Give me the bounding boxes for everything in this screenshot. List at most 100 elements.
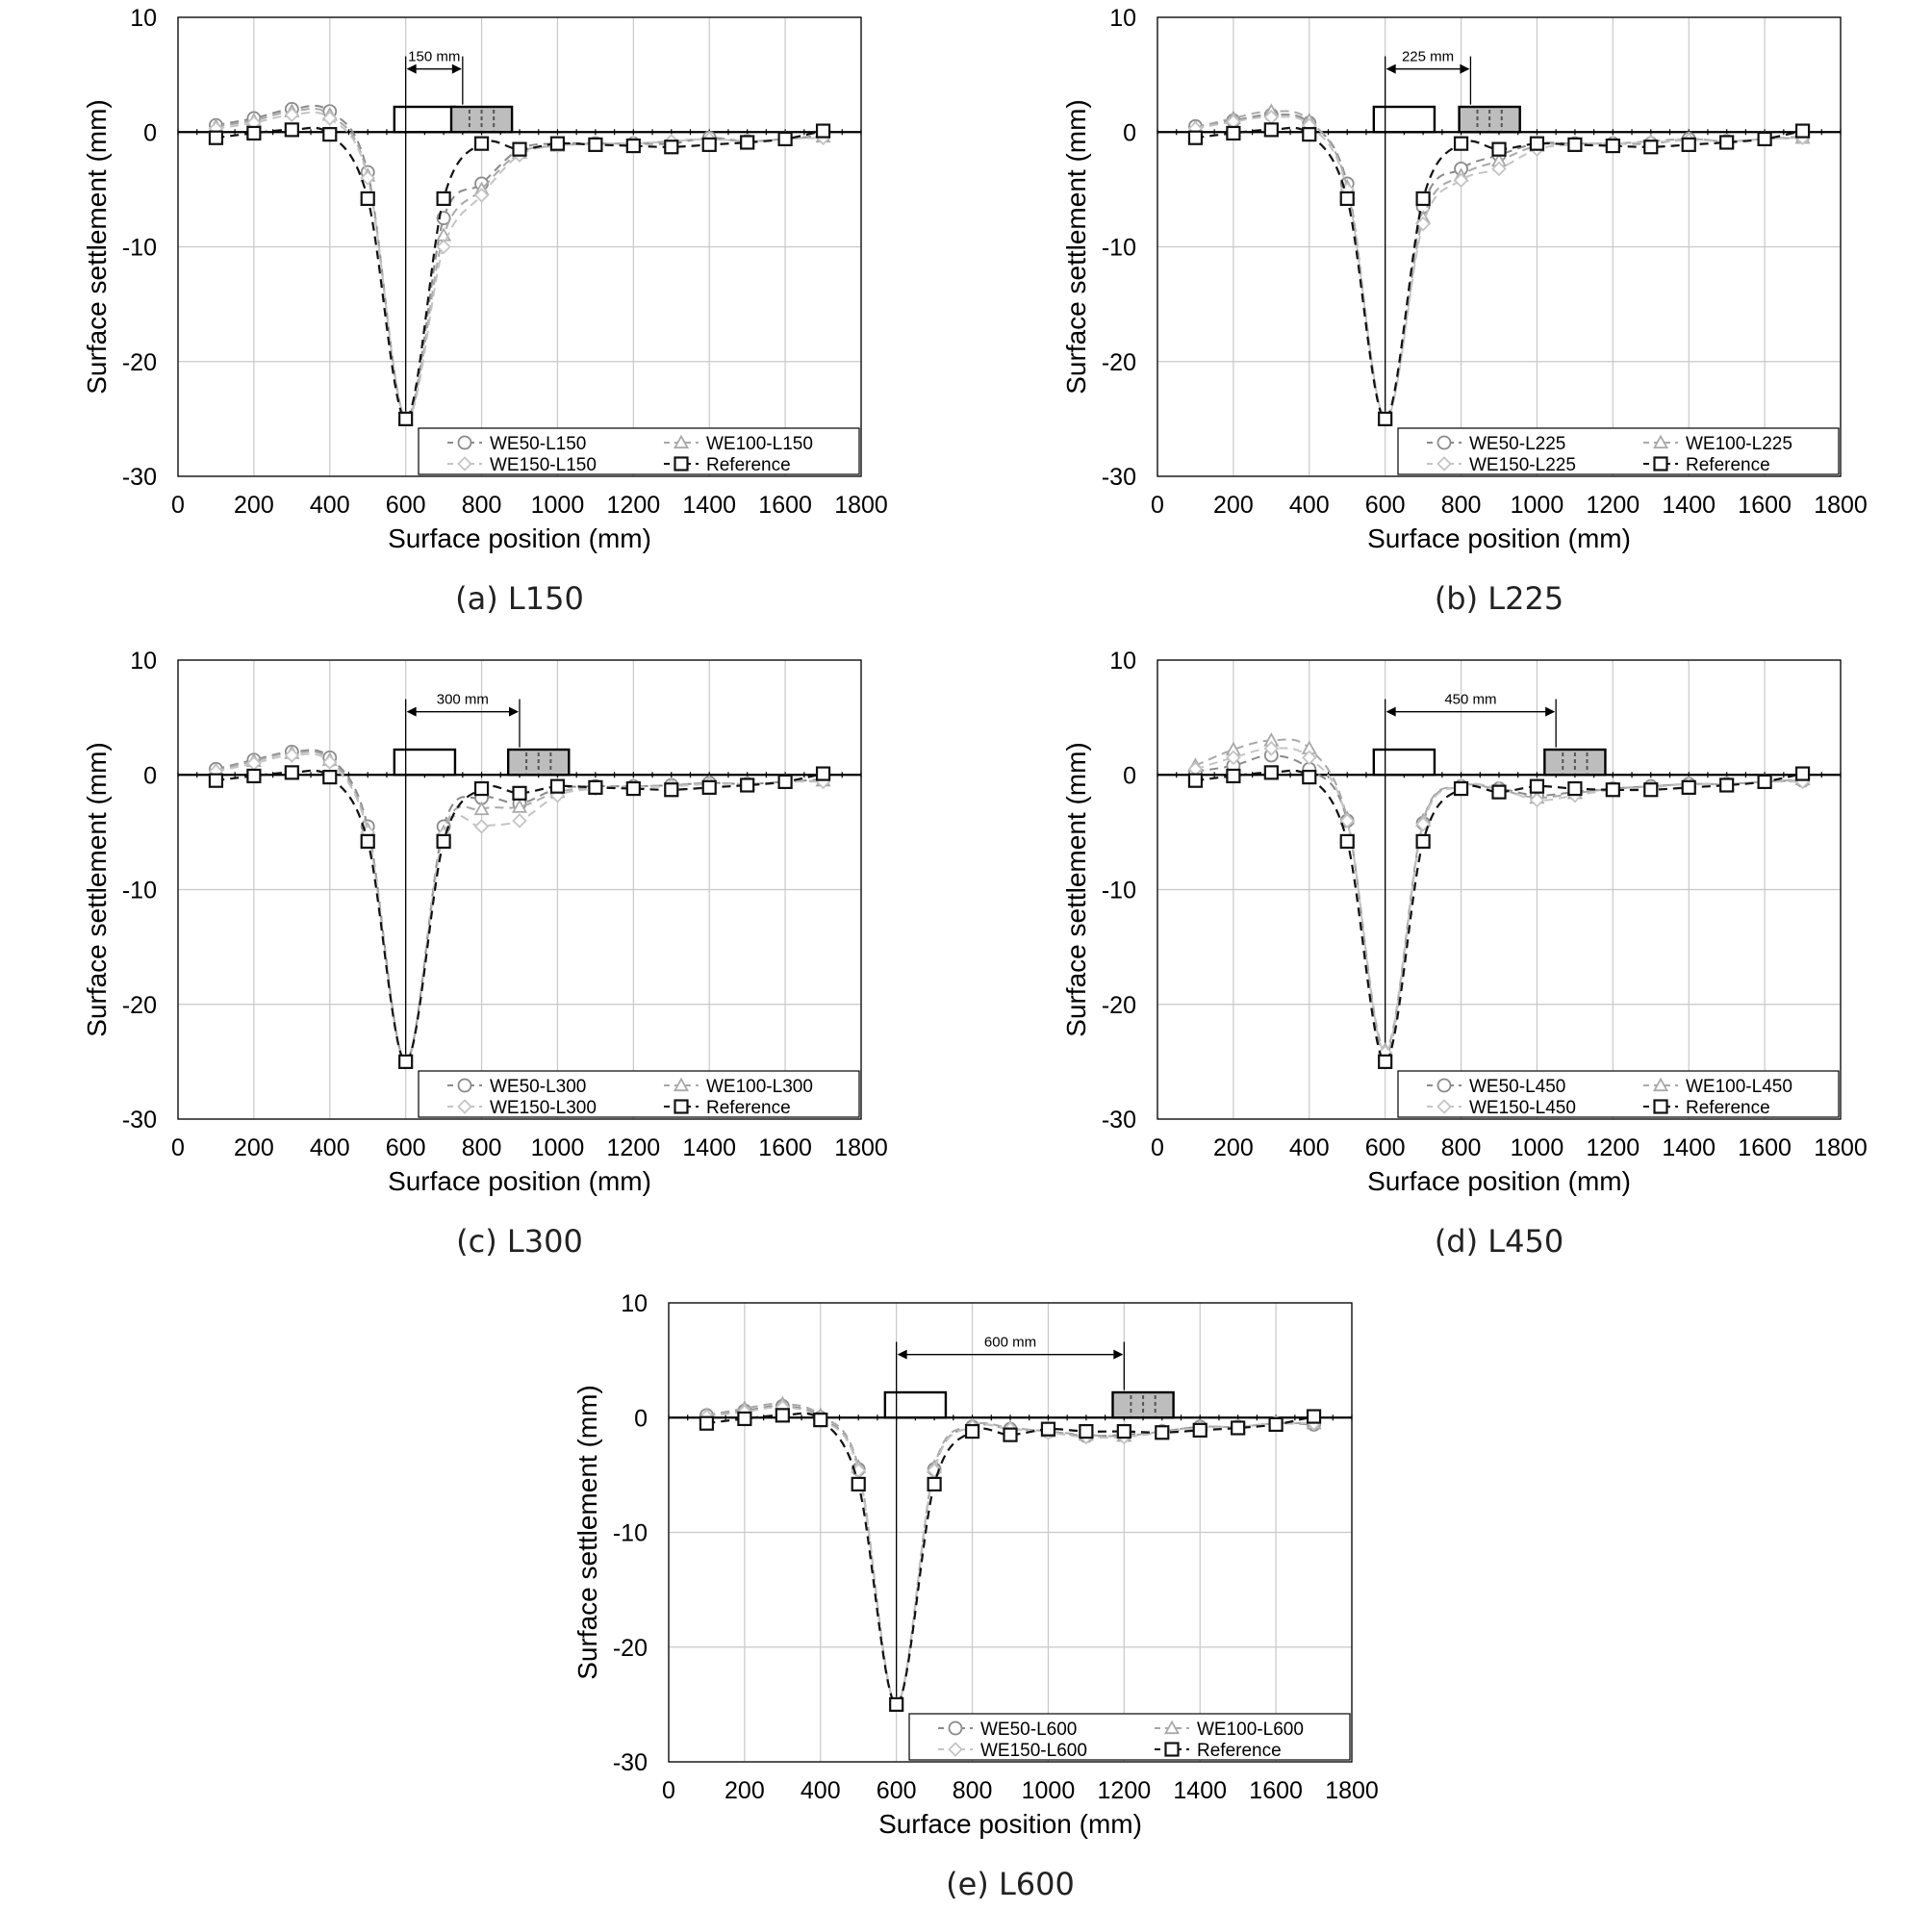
- span-label: 450 mm: [1444, 692, 1496, 708]
- legend-item: Reference: [664, 455, 791, 475]
- x-tick-label: 200: [1213, 1134, 1254, 1161]
- data-point: [398, 1054, 414, 1069]
- legend-item: WE100-L300: [664, 1077, 813, 1097]
- series-line: [706, 1412, 1314, 1706]
- data-point: [1339, 833, 1355, 850]
- data-point: [1757, 131, 1772, 147]
- data-point: [1003, 1427, 1018, 1442]
- series-line: [1195, 753, 1803, 1057]
- data-point: [927, 1476, 942, 1492]
- legend-item: WE50-L150: [447, 434, 586, 454]
- legend: WE50-L225 WE100-L225 WE150-L225 Reference: [1397, 427, 1840, 475]
- y-tick-label: 0: [1123, 119, 1136, 146]
- series-line: [1195, 769, 1803, 1063]
- x-tick-label: 1800: [1325, 1777, 1379, 1804]
- y-tick-label: -10: [1102, 878, 1136, 905]
- data-point: [1040, 1421, 1056, 1437]
- x-tick-label: 1800: [1814, 492, 1868, 519]
- legend-swatch-marker: [948, 1742, 963, 1757]
- x-tick-label: 1200: [1587, 1134, 1640, 1161]
- data-point: [701, 779, 717, 795]
- x-tick-label: 600: [1365, 1134, 1406, 1161]
- legend-label: Reference: [706, 455, 791, 475]
- data-point: [1187, 773, 1204, 788]
- x-tick-label: 0: [1151, 492, 1164, 519]
- data-point: [775, 1408, 790, 1423]
- data-point: [699, 1415, 715, 1431]
- data-point: [1268, 1416, 1284, 1433]
- grid: [1157, 659, 1842, 1120]
- data-point: [1719, 135, 1735, 150]
- data-point: [1643, 782, 1659, 798]
- data-point: [322, 754, 338, 770]
- data-point: [1415, 216, 1431, 232]
- legend-label: WE50-L600: [980, 1720, 1077, 1740]
- legend-swatch-marker: [457, 456, 472, 471]
- y-tick-label: -30: [122, 464, 157, 491]
- x-tick-label: 1600: [1738, 492, 1792, 519]
- data-point: [246, 125, 262, 141]
- series-1: [699, 1398, 1321, 1712]
- data-point: [208, 773, 224, 788]
- data-point: [1263, 122, 1279, 138]
- data-point: [1116, 1423, 1131, 1440]
- legend-item: WE150-L150: [447, 455, 597, 475]
- y-tick-label: -20: [122, 992, 157, 1019]
- data-point: [1794, 766, 1811, 781]
- legend-label: WE150-L450: [1469, 1098, 1576, 1118]
- span-label: 225 mm: [1402, 49, 1454, 65]
- legend-label: WE100-L450: [1686, 1077, 1792, 1097]
- legend-swatch-marker: [1436, 1099, 1452, 1114]
- data-point: [436, 833, 451, 850]
- y-tick-label: 10: [130, 5, 157, 32]
- legend-swatch-marker: [457, 1099, 472, 1114]
- chart-svg: 300 mm 0 200 400 600 800 1000 1200 1400 1600 1800 -…: [82, 648, 888, 1260]
- y-tick-label: -20: [613, 1635, 648, 1662]
- data-point: [1302, 127, 1317, 142]
- x-tick-label: 400: [801, 1777, 841, 1804]
- data-point: [1567, 137, 1583, 152]
- data-point: [1263, 765, 1279, 780]
- grid: [177, 16, 862, 477]
- data-point: [473, 819, 490, 834]
- legend-swatch-marker: [1652, 434, 1669, 449]
- x-axis-label: Surface position (mm): [1367, 523, 1631, 553]
- span-arrowhead-left: [897, 1349, 907, 1360]
- data-point: [549, 136, 566, 151]
- data-point: [473, 780, 490, 797]
- legend-box: [418, 1070, 860, 1118]
- data-point: [322, 111, 338, 126]
- y-axis-label: Surface settlement (mm): [1061, 742, 1091, 1037]
- data-point: [588, 779, 603, 795]
- x-tick-label: 1200: [607, 492, 661, 519]
- legend-swatch-marker: [674, 1099, 689, 1114]
- x-axis-label: Surface position (mm): [878, 1809, 1142, 1839]
- legend: WE50-L450 WE100-L450 WE150-L450 Reference: [1397, 1070, 1840, 1118]
- y-tick-label: 10: [1109, 5, 1136, 32]
- legend-swatch-marker: [1653, 1099, 1668, 1114]
- data-point: [1263, 741, 1280, 756]
- data-point: [246, 768, 262, 784]
- data-point: [1339, 191, 1355, 207]
- x-tick-label: 400: [1289, 492, 1330, 519]
- legend-swatch-marker: [457, 1078, 472, 1093]
- legend-box: [1397, 427, 1840, 475]
- data-point: [1567, 780, 1583, 797]
- legend-box: [1397, 1070, 1840, 1118]
- legend-box: [908, 1713, 1351, 1761]
- x-tick-label: 1400: [1173, 1777, 1227, 1804]
- x-tick-label: 1600: [1738, 1134, 1792, 1161]
- panel-caption: (b) L225: [1435, 580, 1563, 617]
- span-label: 600 mm: [984, 1335, 1036, 1351]
- x-tick-label: 1000: [1511, 492, 1564, 519]
- series-line: [216, 126, 824, 420]
- x-tick-label: 800: [462, 492, 502, 519]
- x-tick-label: 400: [310, 492, 350, 519]
- data-point: [1529, 136, 1545, 151]
- data-point: [777, 131, 793, 147]
- data-point: [1605, 782, 1620, 798]
- legend-label: WE100-L225: [1686, 434, 1792, 454]
- data-point: [511, 799, 528, 813]
- x-tick-label: 600: [386, 1134, 426, 1161]
